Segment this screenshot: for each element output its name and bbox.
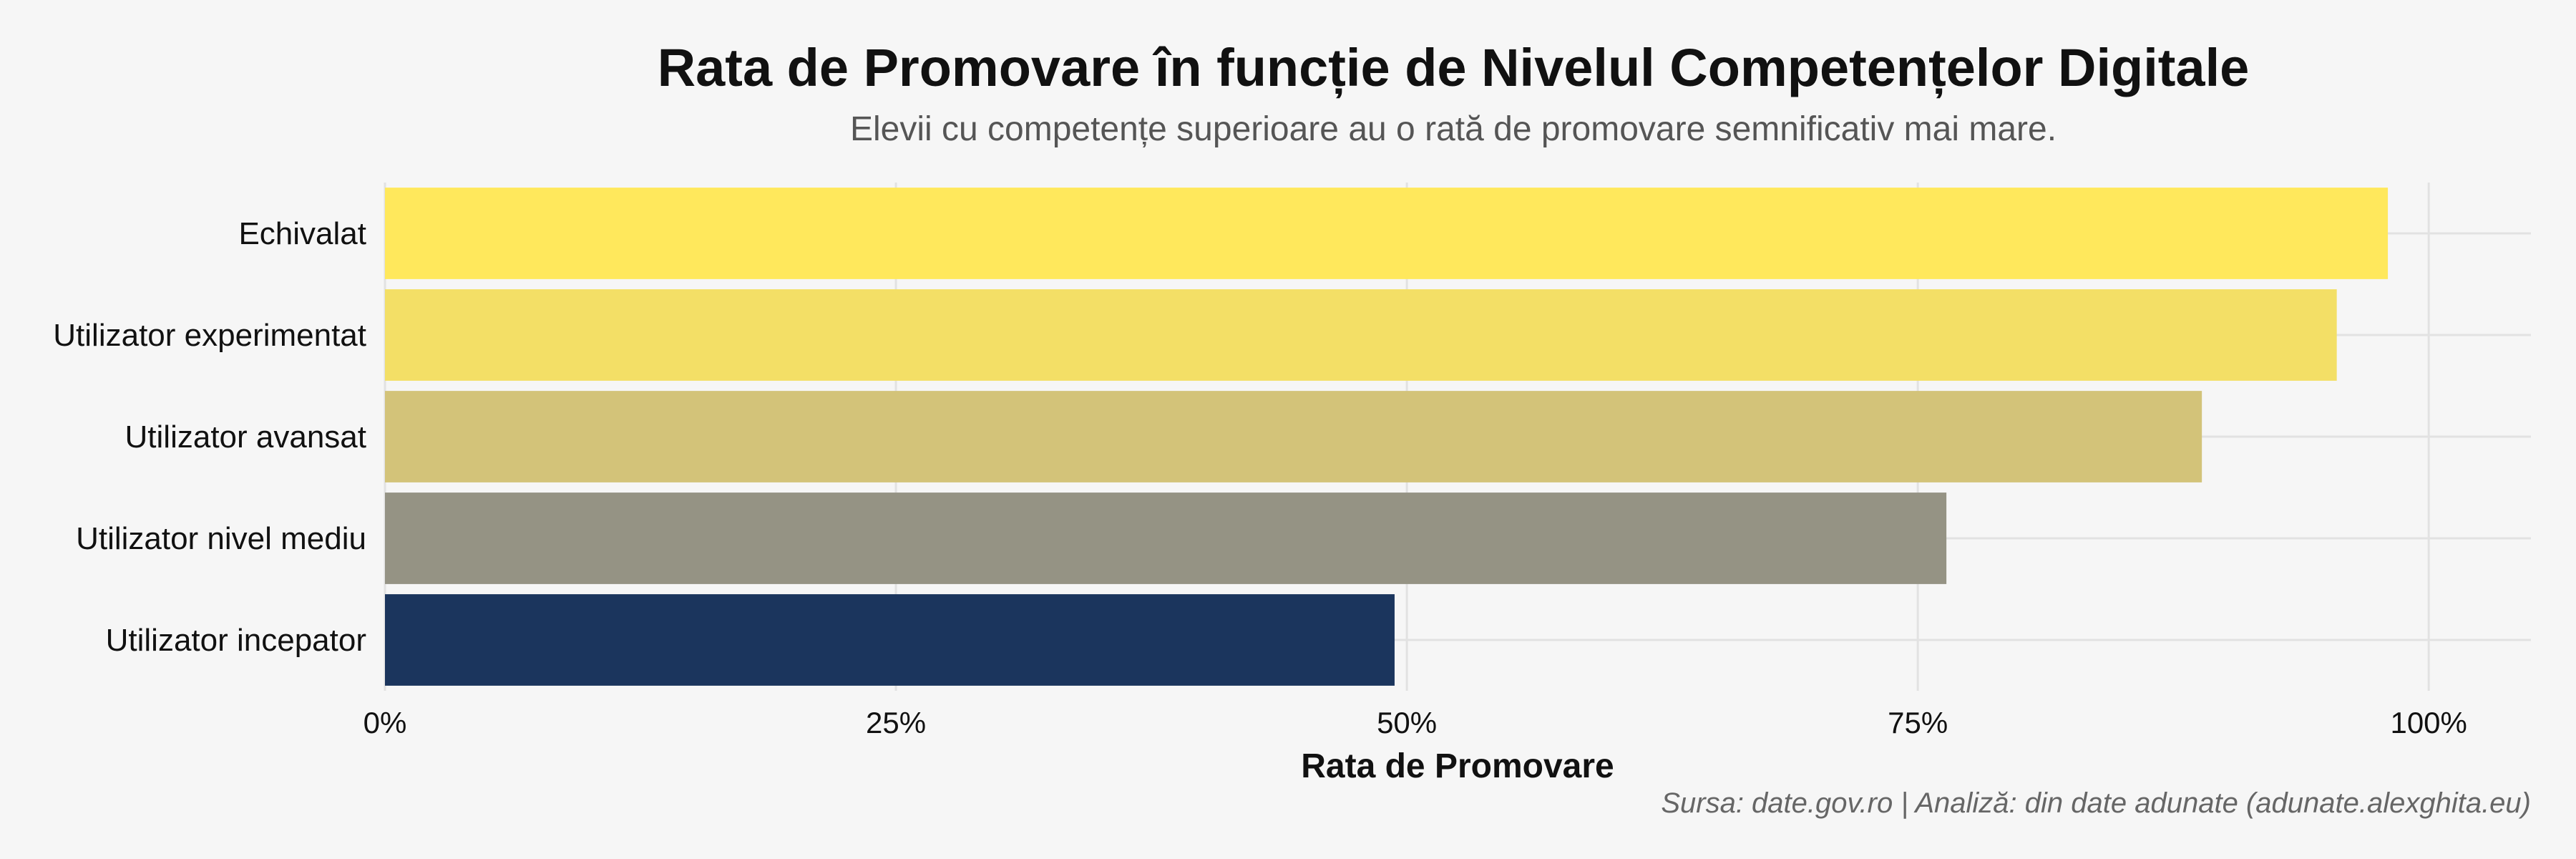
category-labels: Echivalat Utilizator experimentat Utilizat… xyxy=(53,216,366,658)
bar xyxy=(385,492,1947,584)
x-tick-label: 50% xyxy=(1377,706,1437,739)
category-label: Utilizator nivel mediu xyxy=(76,521,366,556)
chart-subtitle: Elevii cu competențe superioare au o rat… xyxy=(850,110,2057,148)
x-tick-labels: 0% 25% 50% 75% 100% xyxy=(364,706,2467,739)
bar xyxy=(385,391,2202,482)
bars xyxy=(385,188,2389,686)
chart-title: Rata de Promovare în funcție de Nivelul … xyxy=(658,38,2250,98)
category-label: Echivalat xyxy=(238,216,366,251)
category-label: Utilizator incepator xyxy=(106,623,366,658)
x-tick-label: 0% xyxy=(364,706,407,739)
bar xyxy=(385,289,2337,381)
bar xyxy=(385,188,2389,279)
bar xyxy=(385,594,1395,686)
x-tick-label: 100% xyxy=(2390,706,2467,739)
category-label: Utilizator avansat xyxy=(125,419,366,455)
category-label: Utilizator experimentat xyxy=(53,318,366,353)
source-caption: Sursa: date.gov.ro | Analiză: din date a… xyxy=(1661,787,2531,819)
x-axis-title: Rata de Promovare xyxy=(1301,747,1614,785)
x-tick-label: 25% xyxy=(866,706,926,739)
x-tick-label: 75% xyxy=(1888,706,1948,739)
